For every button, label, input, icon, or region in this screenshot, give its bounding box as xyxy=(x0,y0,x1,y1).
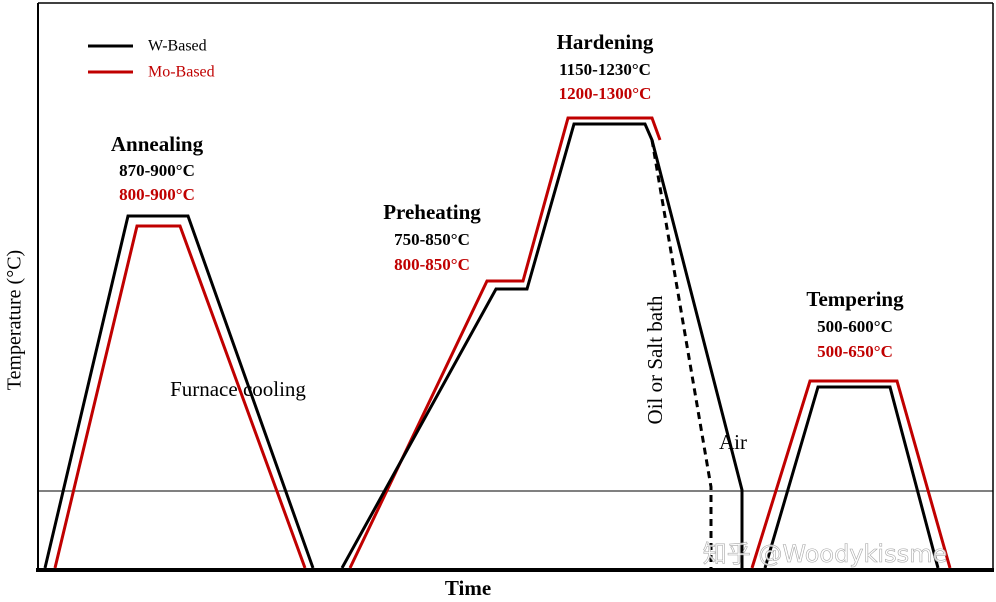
w-curve xyxy=(43,122,940,569)
legend: W-Based Mo-Based xyxy=(88,38,215,81)
legend-entry: Mo-Based xyxy=(148,64,215,81)
mo-range: 800-850°C xyxy=(394,255,470,274)
annotation: Oil or Salt bath xyxy=(643,295,667,424)
w-range: 1150-1230°C xyxy=(559,60,651,79)
stage-name: Hardening xyxy=(557,30,654,54)
stage-name: Tempering xyxy=(806,287,904,311)
frame xyxy=(36,2,994,572)
stage-name: Annealing xyxy=(111,132,204,156)
legend-entry: W-Based xyxy=(148,38,207,55)
annotation: Furnace cooling xyxy=(170,377,306,401)
w-range: 750-850°C xyxy=(394,230,470,249)
w-range: 500-600°C xyxy=(817,317,893,336)
y-axis-label: Temperature (°C) xyxy=(4,250,26,390)
stage-name: Preheating xyxy=(383,200,481,224)
x-axis-label: Time xyxy=(445,576,491,600)
mo-range: 1200-1300°C xyxy=(559,84,652,103)
annotation: Air xyxy=(719,430,747,454)
w-range: 870-900°C xyxy=(119,161,195,180)
mo-range: 800-900°C xyxy=(119,185,195,204)
mo-range: 500-650°C xyxy=(817,342,893,361)
mo-curve xyxy=(53,116,952,569)
watermark: 知乎 @Woodykissme xyxy=(703,540,947,568)
